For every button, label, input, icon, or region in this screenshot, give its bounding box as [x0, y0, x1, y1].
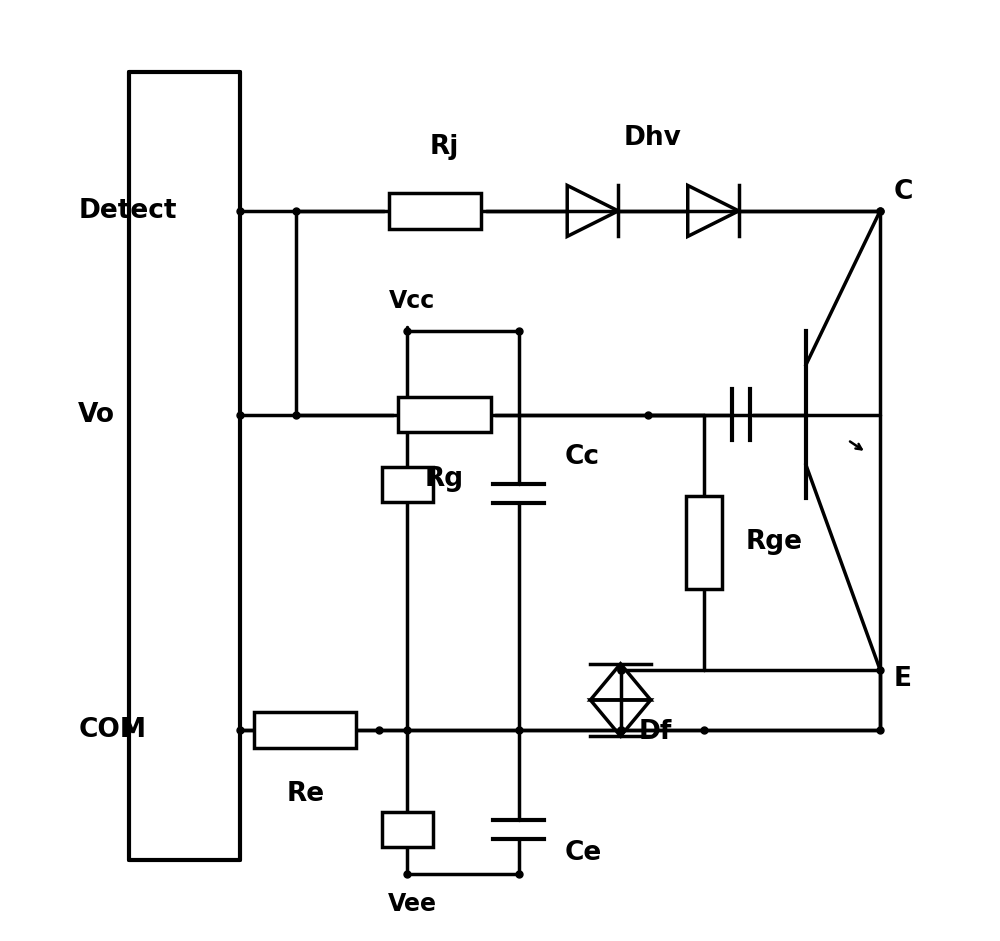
Text: Vo: Vo	[78, 402, 115, 428]
Bar	[686, 496, 722, 589]
Text: Vee: Vee	[387, 892, 436, 917]
Text: E: E	[894, 666, 912, 692]
Bar	[398, 397, 491, 433]
Bar	[382, 812, 433, 848]
Text: C: C	[894, 180, 913, 205]
Text: Ce: Ce	[565, 840, 602, 866]
Text: Cc: Cc	[565, 443, 600, 470]
Text: Rj: Rj	[430, 134, 459, 160]
Text: COM: COM	[78, 717, 146, 743]
Text: Df: Df	[639, 720, 672, 745]
Bar	[389, 193, 481, 229]
Bar	[254, 712, 356, 748]
Text: Rge: Rge	[746, 530, 803, 555]
Bar	[382, 467, 433, 502]
Text: Re: Re	[286, 781, 324, 807]
Text: Vcc: Vcc	[389, 289, 435, 313]
Text: Rg: Rg	[425, 466, 464, 492]
Text: Detect: Detect	[78, 198, 177, 224]
Text: Dhv: Dhv	[624, 124, 682, 151]
